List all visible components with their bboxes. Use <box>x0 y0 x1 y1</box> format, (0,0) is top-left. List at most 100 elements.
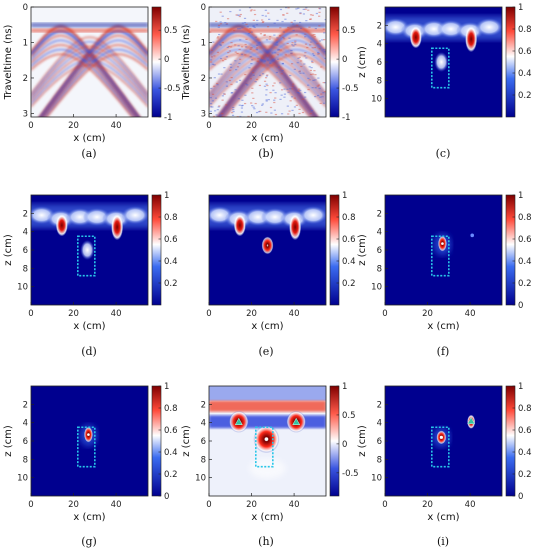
colorbar <box>152 7 161 117</box>
y-tick-label: 0 <box>201 3 206 13</box>
noise <box>220 12 222 13</box>
noise <box>239 10 241 11</box>
noise <box>266 74 268 75</box>
noise <box>312 80 314 81</box>
panel-b: 01230 20 40x (cm)Traveltime (ns) 0.50-0.5-1… <box>181 3 359 160</box>
noise <box>323 32 325 33</box>
noise <box>230 84 232 85</box>
noise <box>303 9 305 10</box>
noise <box>236 53 238 54</box>
noise <box>279 27 281 28</box>
noise <box>306 47 308 48</box>
y-tick-label: 8 <box>23 455 28 465</box>
noise <box>255 81 257 82</box>
noise <box>319 8 321 9</box>
noise <box>287 106 289 107</box>
y-tick-label: 6 <box>377 246 382 256</box>
noise <box>209 31 211 32</box>
x-tick-label: 0 <box>28 309 33 319</box>
noise <box>312 47 314 48</box>
band-red <box>209 401 326 412</box>
noise <box>221 113 223 114</box>
colorbar-tick-label: 0 <box>342 440 347 450</box>
noise <box>266 99 268 100</box>
artifact-dot <box>470 234 474 238</box>
y-axis-label: z (cm) <box>3 425 14 457</box>
noise <box>232 115 234 116</box>
noise <box>317 95 319 96</box>
noise <box>302 112 304 113</box>
x-axis-label: x (cm) <box>251 133 283 144</box>
noise <box>239 28 241 29</box>
noise <box>210 97 212 98</box>
noise <box>242 105 244 106</box>
noise <box>251 59 253 60</box>
noise <box>248 33 250 34</box>
noise <box>255 103 257 104</box>
noise <box>304 92 306 93</box>
x-tick-label: 40 <box>111 309 122 319</box>
noise <box>265 94 267 95</box>
noise <box>232 109 234 110</box>
colorbar-tick-label: -0.5 <box>164 84 181 94</box>
noise <box>285 54 287 55</box>
noise <box>213 55 215 56</box>
y-tick-label: 2 <box>377 21 382 31</box>
noise <box>310 113 312 114</box>
noise <box>241 54 243 55</box>
y-tick-label: 2 <box>377 400 382 410</box>
direct-wave <box>209 29 326 33</box>
noise <box>297 90 299 91</box>
noise <box>298 89 300 90</box>
noise <box>298 71 300 72</box>
y-tick-label: 3 <box>201 109 206 119</box>
noise <box>294 20 296 21</box>
y-tick-label: 8 <box>377 455 382 465</box>
colorbar-tick-label: 0.2 <box>518 279 532 289</box>
noise <box>274 83 276 84</box>
x-tick-label: 20 <box>422 309 433 319</box>
y-tick-label: 3 <box>23 109 28 119</box>
noise <box>252 72 254 73</box>
colorbar-tick-label: 0.2 <box>518 470 532 480</box>
noise <box>292 86 294 87</box>
noise <box>227 52 229 53</box>
noise <box>314 79 316 80</box>
y-tick-label: 4 <box>23 228 28 238</box>
noise <box>223 67 225 68</box>
noise <box>283 89 285 90</box>
noise <box>320 103 322 104</box>
target-blob <box>234 214 246 236</box>
x-tick-label: 40 <box>465 309 476 319</box>
y-tick-label: 10 <box>17 474 28 484</box>
noise <box>227 18 229 19</box>
noise <box>299 73 301 74</box>
x-axis-label: x (cm) <box>251 321 283 332</box>
colorbar-tick-label: 0.8 <box>518 213 532 223</box>
noise <box>270 107 272 108</box>
noise <box>250 10 252 11</box>
colorbar-tick-label: 0 <box>164 492 169 502</box>
y-axis-label: z (cm) <box>357 425 368 457</box>
noise <box>274 110 276 111</box>
noise <box>305 9 307 10</box>
noise <box>265 84 267 85</box>
colorbar-tick-label: 0.4 <box>164 257 178 267</box>
noise <box>266 100 268 101</box>
noise <box>292 84 294 85</box>
x-tick-label: 40 <box>111 121 122 131</box>
colorbar-tick-label: 0.5 <box>164 26 178 36</box>
noise <box>262 73 264 74</box>
noise <box>261 58 263 59</box>
noise <box>292 23 294 24</box>
noise <box>244 95 246 96</box>
noise <box>304 34 306 35</box>
noise <box>253 20 255 21</box>
noise <box>226 24 228 25</box>
noise <box>316 43 318 44</box>
noise <box>300 60 302 61</box>
noise <box>311 110 313 111</box>
noise <box>291 88 293 89</box>
plot-content <box>31 7 148 137</box>
x-axis-label: x (cm) <box>73 512 105 523</box>
